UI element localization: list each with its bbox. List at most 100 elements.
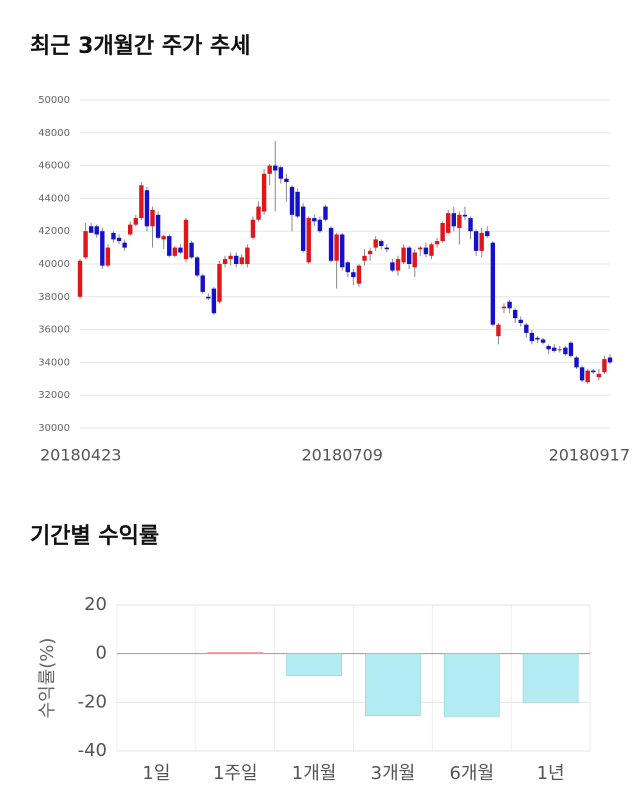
candle-body [300, 206, 306, 251]
candle-body [384, 247, 390, 250]
candle-body [351, 272, 356, 278]
candle-body [574, 357, 579, 368]
candle-body [429, 244, 434, 256]
candle-body [83, 231, 88, 258]
candle-body [479, 232, 484, 251]
y-tick-label: 40000 [38, 259, 70, 270]
candle-body [189, 242, 194, 258]
candle-body [473, 231, 479, 251]
y-tick-label: -40 [78, 740, 107, 761]
candle-body [111, 232, 116, 240]
x-tick-label: 20180709 [301, 446, 382, 465]
candle-body [122, 242, 127, 248]
candle-body [457, 214, 462, 228]
candle-body [423, 247, 429, 255]
chart-title: 최근 3개월간 주가 추세 [30, 34, 250, 59]
y-tick-label: 32000 [38, 390, 70, 401]
y-tick-label: -20 [78, 691, 107, 712]
y-tick-label: 36000 [38, 325, 70, 336]
candle-body [579, 367, 585, 381]
x-tick-label: 1년 [537, 763, 565, 784]
candle-body [568, 342, 574, 356]
candle-body [284, 178, 289, 182]
candle-body [116, 237, 122, 242]
candle-body [507, 301, 512, 309]
candle-body [183, 219, 189, 260]
bar [207, 652, 264, 654]
candle-body [362, 255, 367, 261]
candle-body [155, 214, 161, 238]
y-tick-label: 34000 [38, 357, 70, 368]
candle-body [239, 257, 244, 264]
candle-body [596, 373, 602, 378]
candle-body [194, 257, 200, 276]
candle-body [585, 370, 590, 383]
x-tick-label: 20180917 [549, 446, 630, 465]
x-tick-label: 20180423 [40, 446, 121, 465]
candle-body [77, 260, 83, 297]
candle-body [144, 190, 150, 227]
candle-body [94, 226, 99, 235]
candle-body [591, 370, 596, 373]
candle-body [167, 236, 172, 256]
candle-body [462, 214, 468, 217]
candle-body [602, 359, 607, 373]
candle-body [133, 218, 138, 225]
candle-body [401, 247, 406, 263]
candle-body [334, 234, 339, 261]
candle-body [485, 231, 490, 237]
candle-body [172, 247, 178, 256]
candle-body [222, 259, 228, 264]
candle-body [312, 218, 317, 222]
bar [286, 653, 342, 676]
candle-body [552, 347, 557, 351]
y-tick-label: 48000 [38, 128, 70, 139]
candle-body [468, 218, 473, 232]
bar [365, 653, 421, 716]
candle-body [406, 247, 412, 264]
candle-body [178, 247, 183, 253]
y-tick-label: 42000 [38, 226, 70, 237]
chart-title: 기간별 수익률 [30, 524, 159, 549]
candle-body [161, 236, 166, 240]
candle-body [328, 227, 334, 261]
candle-body [434, 241, 440, 245]
candle-body [105, 247, 111, 266]
candle-body [412, 252, 417, 268]
candle-body [529, 332, 535, 342]
candle-body [295, 191, 300, 217]
candle-body [100, 231, 105, 266]
y-tick-label: 0 [96, 643, 107, 664]
candle-body [512, 309, 518, 319]
x-tick-label: 1일 [142, 763, 170, 784]
candle-body [379, 241, 384, 246]
candle-body [345, 262, 350, 273]
candle-body [267, 165, 272, 174]
candle-body [490, 242, 496, 325]
candle-body [367, 250, 373, 255]
candle-body [256, 206, 261, 220]
candle-body [200, 275, 205, 292]
bar [443, 653, 500, 717]
candle-body [88, 226, 94, 233]
candle-body [234, 255, 239, 264]
candle-body [128, 224, 133, 235]
candle-body [317, 219, 323, 232]
candle-body [217, 264, 222, 302]
y-tick-label: 50000 [38, 95, 70, 106]
candle-body [261, 173, 267, 212]
candle-body [563, 347, 568, 355]
candle-body [557, 349, 562, 351]
candle-body [540, 339, 546, 343]
x-tick-label: 1주일 [213, 763, 258, 784]
candle-body [150, 209, 155, 227]
y-tick-label: 46000 [38, 161, 70, 172]
candle-body [139, 185, 144, 219]
x-tick-label: 3개월 [371, 763, 416, 784]
candle-body [535, 337, 540, 340]
candle-body [607, 357, 613, 363]
candle-body [306, 218, 311, 263]
candle-body [289, 186, 295, 215]
candle-body [524, 324, 529, 333]
